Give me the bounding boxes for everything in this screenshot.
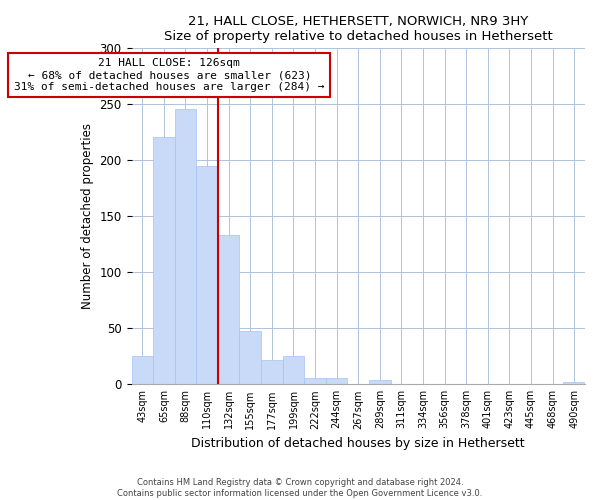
Bar — [239, 330, 261, 384]
Text: 21 HALL CLOSE: 126sqm
← 68% of detached houses are smaller (623)
31% of semi-det: 21 HALL CLOSE: 126sqm ← 68% of detached … — [14, 58, 325, 92]
Bar — [563, 382, 585, 384]
Bar — [131, 356, 153, 384]
Bar — [326, 378, 347, 384]
Bar — [196, 166, 218, 384]
Bar — [218, 236, 239, 384]
Text: Contains HM Land Registry data © Crown copyright and database right 2024.
Contai: Contains HM Land Registry data © Crown c… — [118, 478, 482, 498]
Bar — [304, 378, 326, 384]
Y-axis label: Number of detached properties: Number of detached properties — [81, 124, 94, 310]
Title: 21, HALL CLOSE, HETHERSETT, NORWICH, NR9 3HY
Size of property relative to detach: 21, HALL CLOSE, HETHERSETT, NORWICH, NR9… — [164, 15, 553, 43]
Bar — [261, 360, 283, 384]
Bar — [175, 109, 196, 384]
Bar — [369, 380, 391, 384]
Bar — [283, 356, 304, 384]
X-axis label: Distribution of detached houses by size in Hethersett: Distribution of detached houses by size … — [191, 437, 525, 450]
Bar — [153, 137, 175, 384]
